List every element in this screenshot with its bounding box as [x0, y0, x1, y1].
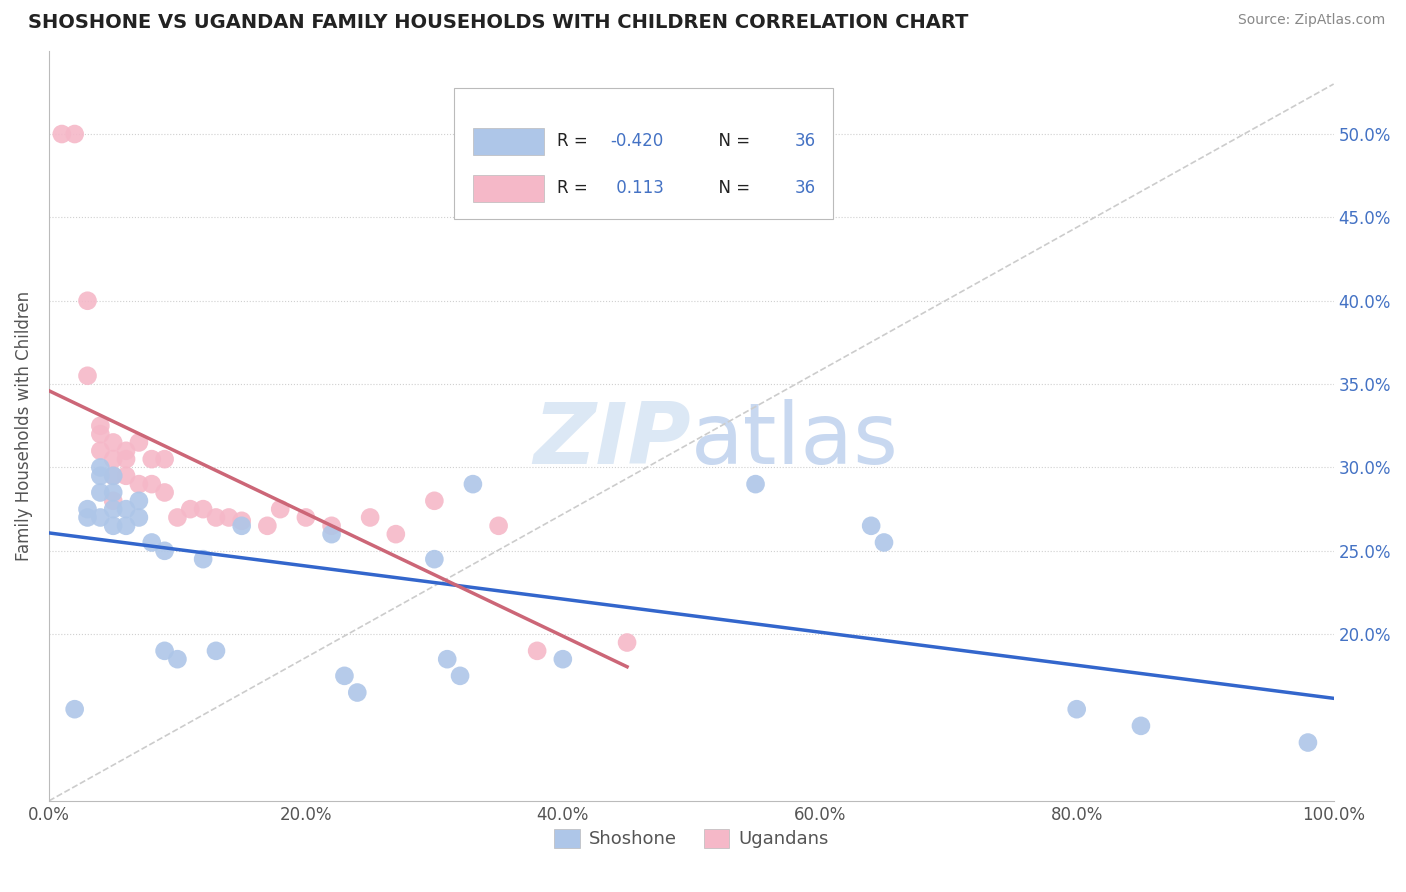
Point	[63, 127, 86, 141]
Point	[346, 685, 368, 699]
Point	[89, 443, 111, 458]
Point	[1129, 719, 1152, 733]
Point	[89, 427, 111, 442]
Point	[153, 644, 176, 658]
Point	[269, 502, 291, 516]
FancyBboxPatch shape	[454, 88, 832, 219]
Point	[205, 510, 228, 524]
Point	[321, 527, 343, 541]
Point	[76, 293, 98, 308]
Point	[103, 518, 125, 533]
Point	[1296, 735, 1319, 749]
Text: atlas: atlas	[692, 400, 900, 483]
Point	[616, 635, 638, 649]
Point	[141, 452, 163, 467]
Point	[128, 510, 150, 524]
Point	[63, 702, 86, 716]
Point	[205, 644, 228, 658]
Point	[141, 477, 163, 491]
Point	[115, 443, 138, 458]
Text: R =: R =	[557, 179, 593, 197]
Point	[76, 502, 98, 516]
Text: 0.113: 0.113	[610, 179, 664, 197]
Point	[153, 544, 176, 558]
FancyBboxPatch shape	[472, 175, 544, 202]
Point	[551, 652, 574, 666]
Point	[89, 485, 111, 500]
Point	[218, 510, 240, 524]
Point	[166, 510, 188, 524]
Point	[461, 477, 484, 491]
Point	[103, 435, 125, 450]
Point	[103, 493, 125, 508]
Point	[191, 552, 214, 566]
Point	[191, 502, 214, 516]
Point	[231, 518, 253, 533]
Text: 36: 36	[794, 132, 815, 151]
Point	[115, 468, 138, 483]
Point	[744, 477, 766, 491]
Y-axis label: Family Households with Children: Family Households with Children	[15, 291, 32, 561]
Point	[321, 518, 343, 533]
Point	[166, 652, 188, 666]
Point	[89, 510, 111, 524]
Point	[526, 644, 548, 658]
Text: Source: ZipAtlas.com: Source: ZipAtlas.com	[1237, 13, 1385, 28]
Point	[488, 518, 510, 533]
Point	[423, 552, 446, 566]
Point	[115, 518, 138, 533]
Point	[860, 518, 883, 533]
Text: SHOSHONE VS UGANDAN FAMILY HOUSEHOLDS WITH CHILDREN CORRELATION CHART: SHOSHONE VS UGANDAN FAMILY HOUSEHOLDS WI…	[28, 13, 969, 32]
Point	[359, 510, 381, 524]
Point	[231, 514, 253, 528]
Point	[103, 468, 125, 483]
Point	[153, 485, 176, 500]
Point	[333, 669, 356, 683]
Point	[385, 527, 408, 541]
Point	[103, 485, 125, 500]
Point	[128, 435, 150, 450]
Text: N =: N =	[709, 179, 755, 197]
Point	[141, 535, 163, 549]
Point	[51, 127, 73, 141]
Point	[76, 510, 98, 524]
Point	[103, 452, 125, 467]
FancyBboxPatch shape	[472, 128, 544, 155]
Point	[89, 460, 111, 475]
Text: ZIP: ZIP	[534, 400, 692, 483]
Point	[89, 468, 111, 483]
Text: 36: 36	[794, 179, 815, 197]
Point	[128, 493, 150, 508]
Point	[423, 493, 446, 508]
Point	[89, 418, 111, 433]
Text: -0.420: -0.420	[610, 132, 664, 151]
Point	[179, 502, 201, 516]
Point	[449, 669, 471, 683]
Legend: Shoshone, Ugandans: Shoshone, Ugandans	[547, 822, 835, 855]
Point	[295, 510, 318, 524]
Point	[115, 502, 138, 516]
Point	[256, 518, 278, 533]
Point	[873, 535, 896, 549]
Point	[76, 368, 98, 383]
Text: R =: R =	[557, 132, 593, 151]
Point	[436, 652, 458, 666]
Text: N =: N =	[709, 132, 755, 151]
Point	[103, 502, 125, 516]
Point	[1066, 702, 1088, 716]
Point	[153, 452, 176, 467]
Point	[128, 477, 150, 491]
Point	[115, 452, 138, 467]
Point	[103, 468, 125, 483]
